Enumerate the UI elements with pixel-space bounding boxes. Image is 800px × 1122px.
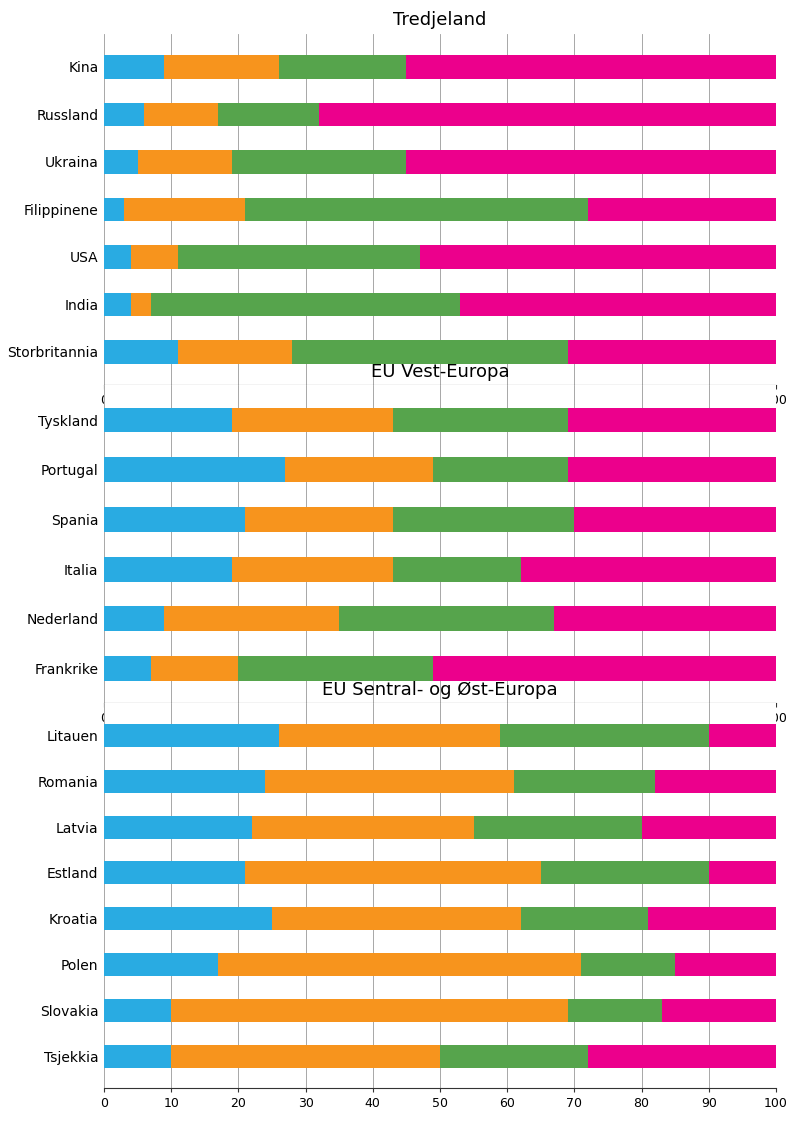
Bar: [104, 458, 286, 482]
Bar: [104, 293, 131, 316]
Bar: [588, 1045, 776, 1068]
Bar: [286, 458, 434, 482]
Bar: [178, 340, 292, 364]
Bar: [521, 557, 776, 581]
Bar: [272, 908, 521, 930]
Bar: [393, 507, 574, 532]
Bar: [393, 407, 568, 432]
Bar: [165, 55, 278, 79]
Bar: [104, 656, 151, 681]
Bar: [104, 197, 124, 221]
Bar: [568, 340, 776, 364]
Bar: [541, 862, 709, 884]
Bar: [171, 1045, 440, 1068]
Bar: [568, 407, 776, 432]
Bar: [662, 999, 776, 1022]
Bar: [266, 770, 514, 792]
Title: EU Sentral- og Øst-Europa: EU Sentral- og Øst-Europa: [322, 681, 558, 699]
Bar: [292, 340, 568, 364]
Bar: [104, 55, 165, 79]
Bar: [460, 293, 776, 316]
Bar: [440, 1045, 588, 1068]
Bar: [406, 150, 776, 174]
Bar: [165, 606, 339, 632]
Bar: [501, 724, 709, 747]
Bar: [278, 724, 501, 747]
Bar: [521, 908, 648, 930]
Bar: [514, 770, 655, 792]
Bar: [232, 407, 393, 432]
Title: Tredjeland: Tredjeland: [394, 11, 486, 29]
Bar: [568, 999, 662, 1022]
Bar: [104, 862, 245, 884]
Bar: [588, 197, 776, 221]
Bar: [434, 458, 568, 482]
Legend: Grunnskole eller lavere, Videregående, Høyere utdanning, kort, Høyere utdanning,: Grunnskole eller lavere, Videregående, H…: [122, 498, 758, 513]
Bar: [252, 816, 474, 838]
Bar: [104, 953, 218, 976]
Bar: [171, 999, 568, 1022]
Bar: [104, 908, 272, 930]
Bar: [104, 150, 138, 174]
Bar: [138, 150, 232, 174]
Bar: [339, 606, 554, 632]
Bar: [245, 197, 588, 221]
Bar: [131, 293, 151, 316]
Bar: [581, 953, 675, 976]
Bar: [245, 862, 541, 884]
Bar: [104, 102, 144, 127]
Bar: [104, 507, 245, 532]
Bar: [574, 507, 776, 532]
Bar: [245, 507, 393, 532]
Bar: [709, 724, 776, 747]
Bar: [319, 102, 776, 127]
Bar: [675, 953, 776, 976]
Bar: [218, 102, 319, 127]
Bar: [151, 293, 460, 316]
Bar: [104, 1045, 171, 1068]
Bar: [151, 656, 238, 681]
Bar: [104, 724, 278, 747]
Title: EU Vest-Europa: EU Vest-Europa: [370, 362, 510, 380]
Bar: [144, 102, 218, 127]
Bar: [568, 458, 776, 482]
Bar: [104, 245, 131, 269]
Bar: [104, 816, 252, 838]
Bar: [420, 245, 776, 269]
Bar: [218, 953, 581, 976]
Bar: [178, 245, 420, 269]
Bar: [131, 245, 178, 269]
Legend: Grunnskole eller lavere, Videregående, Høyere utdanning, kort, Høyere utdanning,: Grunnskole eller lavere, Videregående, H…: [122, 804, 758, 818]
Bar: [232, 150, 406, 174]
Bar: [104, 557, 232, 581]
Bar: [642, 816, 776, 838]
Bar: [104, 407, 232, 432]
Bar: [104, 340, 178, 364]
Bar: [434, 656, 776, 681]
Bar: [104, 606, 165, 632]
Bar: [238, 656, 434, 681]
Bar: [104, 999, 171, 1022]
Bar: [406, 55, 776, 79]
Bar: [393, 557, 521, 581]
Bar: [648, 908, 776, 930]
Bar: [124, 197, 245, 221]
Bar: [709, 862, 776, 884]
Bar: [278, 55, 406, 79]
Bar: [655, 770, 776, 792]
Bar: [554, 606, 776, 632]
Bar: [474, 816, 642, 838]
Bar: [104, 770, 266, 792]
Bar: [232, 557, 393, 581]
